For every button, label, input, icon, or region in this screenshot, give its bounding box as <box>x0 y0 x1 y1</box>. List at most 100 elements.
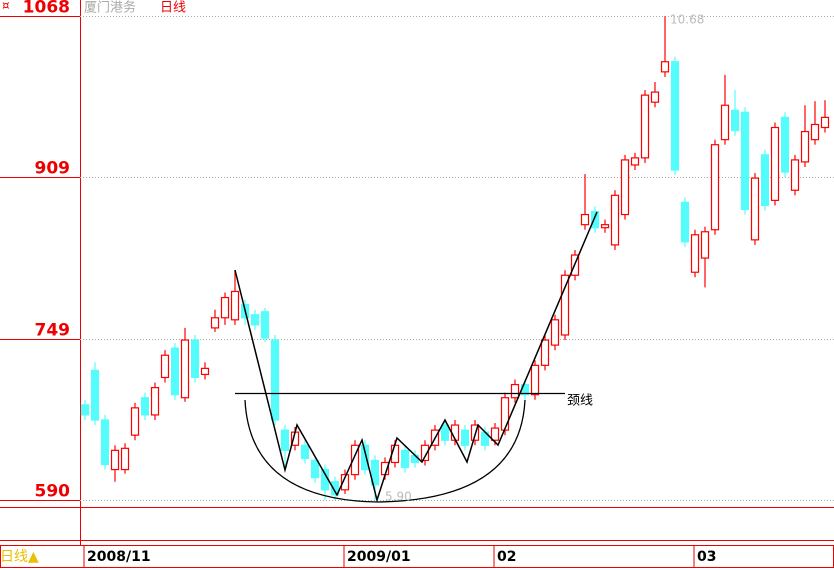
candle <box>560 270 570 341</box>
candle-body <box>720 104 730 141</box>
candle-body <box>440 424 450 441</box>
candle-body <box>770 126 780 201</box>
candle-body <box>330 481 340 496</box>
candle <box>360 440 370 475</box>
candle <box>330 476 340 500</box>
candle <box>350 440 360 480</box>
candle-body <box>550 319 560 346</box>
candle <box>670 56 680 176</box>
candle-body <box>120 447 130 471</box>
stock-name: 厦门港务 <box>84 0 136 16</box>
max-annotation: 10.68 <box>670 13 704 27</box>
candle <box>210 309 220 332</box>
candle-body <box>540 339 550 366</box>
candle <box>250 309 260 330</box>
candle <box>680 197 690 247</box>
candle-body <box>300 444 310 460</box>
candle <box>400 445 410 473</box>
candle <box>810 101 820 145</box>
candle <box>170 343 180 400</box>
x-tick-label: 02 <box>497 549 516 565</box>
y-tick-label: 1068 <box>23 0 70 18</box>
candle <box>650 81 660 108</box>
candle-body <box>650 91 660 103</box>
candle-body <box>260 311 270 339</box>
candle-body <box>410 454 420 464</box>
candle <box>130 402 140 441</box>
candle-body <box>780 116 790 173</box>
candle-body <box>370 459 380 486</box>
candle-body <box>630 157 640 166</box>
candle <box>720 74 730 145</box>
candle-body <box>140 397 150 416</box>
candle <box>420 440 430 466</box>
candle-body <box>620 159 630 216</box>
candle <box>150 382 160 420</box>
candle <box>230 270 240 325</box>
candle-body <box>100 419 110 466</box>
candle <box>590 206 600 233</box>
candle <box>820 100 830 133</box>
y-tick-label: 749 <box>35 321 71 341</box>
neckline-label: 颈线 <box>567 394 593 409</box>
candle-body <box>690 234 700 273</box>
candle-body <box>810 123 820 141</box>
candle <box>550 314 560 351</box>
candle-body <box>280 429 290 451</box>
candle-body <box>270 339 280 421</box>
candle-body <box>610 194 620 246</box>
candle-body <box>790 159 800 191</box>
candle-body <box>190 339 200 379</box>
candle <box>640 90 650 163</box>
candle <box>630 152 640 171</box>
candle <box>610 190 620 250</box>
candle <box>100 414 110 470</box>
min-annotation: 5.90 <box>385 490 412 504</box>
candle-body <box>90 369 100 421</box>
candle <box>760 149 770 211</box>
candle <box>510 379 520 403</box>
candle <box>660 16 670 77</box>
candle <box>770 122 780 206</box>
candle-body <box>230 290 240 321</box>
candle <box>200 362 210 380</box>
pattern-zigzag <box>234 211 598 503</box>
candle <box>140 392 150 420</box>
candle <box>620 154 630 220</box>
candle <box>270 334 280 426</box>
candle-body <box>80 404 90 416</box>
x-tick-label: 03 <box>697 549 716 565</box>
candle-body <box>530 364 540 396</box>
candle-body <box>510 383 520 399</box>
candle-body <box>670 61 680 171</box>
x-tick-label: 2009/01 <box>347 549 411 565</box>
candle <box>260 307 270 343</box>
candle-body <box>250 314 260 326</box>
candle-body <box>590 210 600 229</box>
candle-body <box>130 407 140 436</box>
candle <box>600 219 610 233</box>
candle <box>300 440 310 464</box>
candle <box>90 362 100 426</box>
candle <box>460 425 470 451</box>
candle-body <box>640 94 650 159</box>
candle-body <box>340 474 350 491</box>
corner-mark: ¤ <box>2 0 10 13</box>
candle-body <box>180 339 190 399</box>
candle-body <box>740 111 750 211</box>
candle-body <box>680 201 690 243</box>
candle-body <box>660 61 670 73</box>
candle-body <box>820 116 830 129</box>
candle <box>120 443 130 474</box>
candle-body <box>490 427 500 441</box>
candle-body <box>560 274 570 336</box>
candle-body <box>460 429 470 446</box>
period-marker: 日线▲ <box>0 549 39 565</box>
candle-body <box>220 296 230 319</box>
candle <box>220 292 230 325</box>
candle <box>80 399 90 420</box>
candle <box>710 139 720 235</box>
candle-body <box>210 317 220 329</box>
